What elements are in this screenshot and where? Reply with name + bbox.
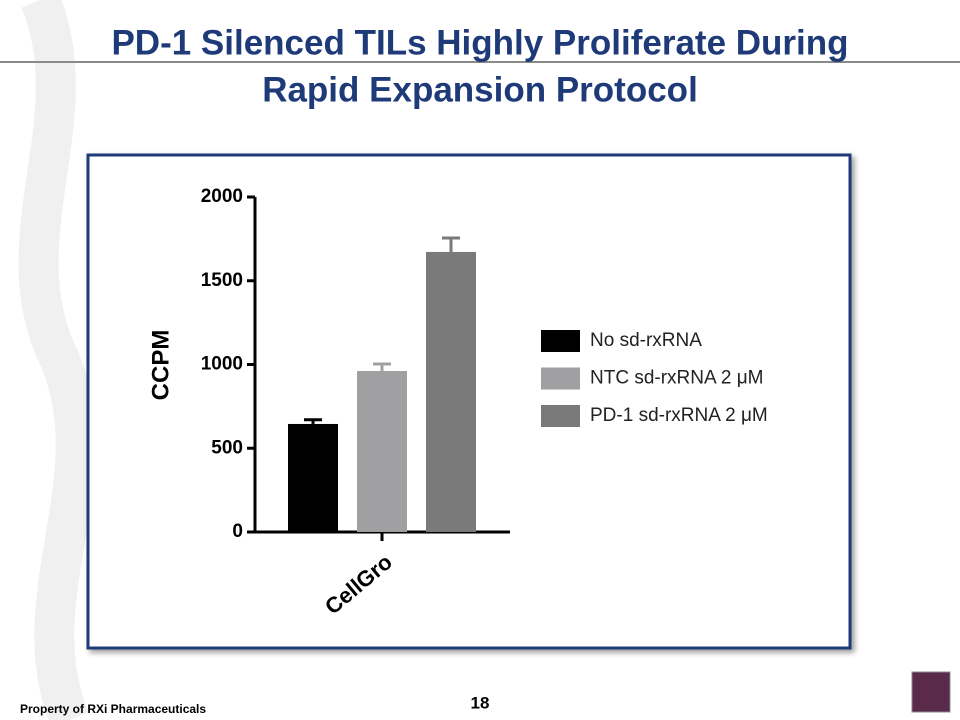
y-axis-label: CCPM: [147, 330, 174, 401]
legend-label: No sd-rxRNA: [590, 330, 702, 351]
background-swirl: [18, 0, 96, 720]
footer: Property of RXi Pharmaceuticals: [20, 702, 206, 716]
y-tick-label: 1500: [201, 270, 243, 291]
legend-swatch: [541, 367, 580, 390]
y-tick-label: 2000: [201, 186, 243, 207]
bar: [288, 423, 338, 532]
bar: [426, 251, 476, 532]
y-tick-label: 0: [232, 521, 243, 542]
y-tick-label: 500: [211, 437, 243, 458]
bar: [357, 371, 407, 532]
legend-label: NTC sd-rxRNA 2 μM: [590, 368, 764, 389]
legend-swatch: [541, 330, 580, 352]
page-number: 18: [471, 693, 490, 712]
legend-swatch: [541, 405, 580, 427]
y-tick-label: 1000: [201, 354, 243, 375]
slide-title: PD-1 Silenced TILs Highly Proliferate Du…: [111, 23, 848, 62]
legend-label: PD-1 sd-rxRNA 2 μM: [590, 405, 768, 426]
slide-title: Rapid Expansion Protocol: [262, 70, 698, 109]
logo: [911, 671, 951, 713]
